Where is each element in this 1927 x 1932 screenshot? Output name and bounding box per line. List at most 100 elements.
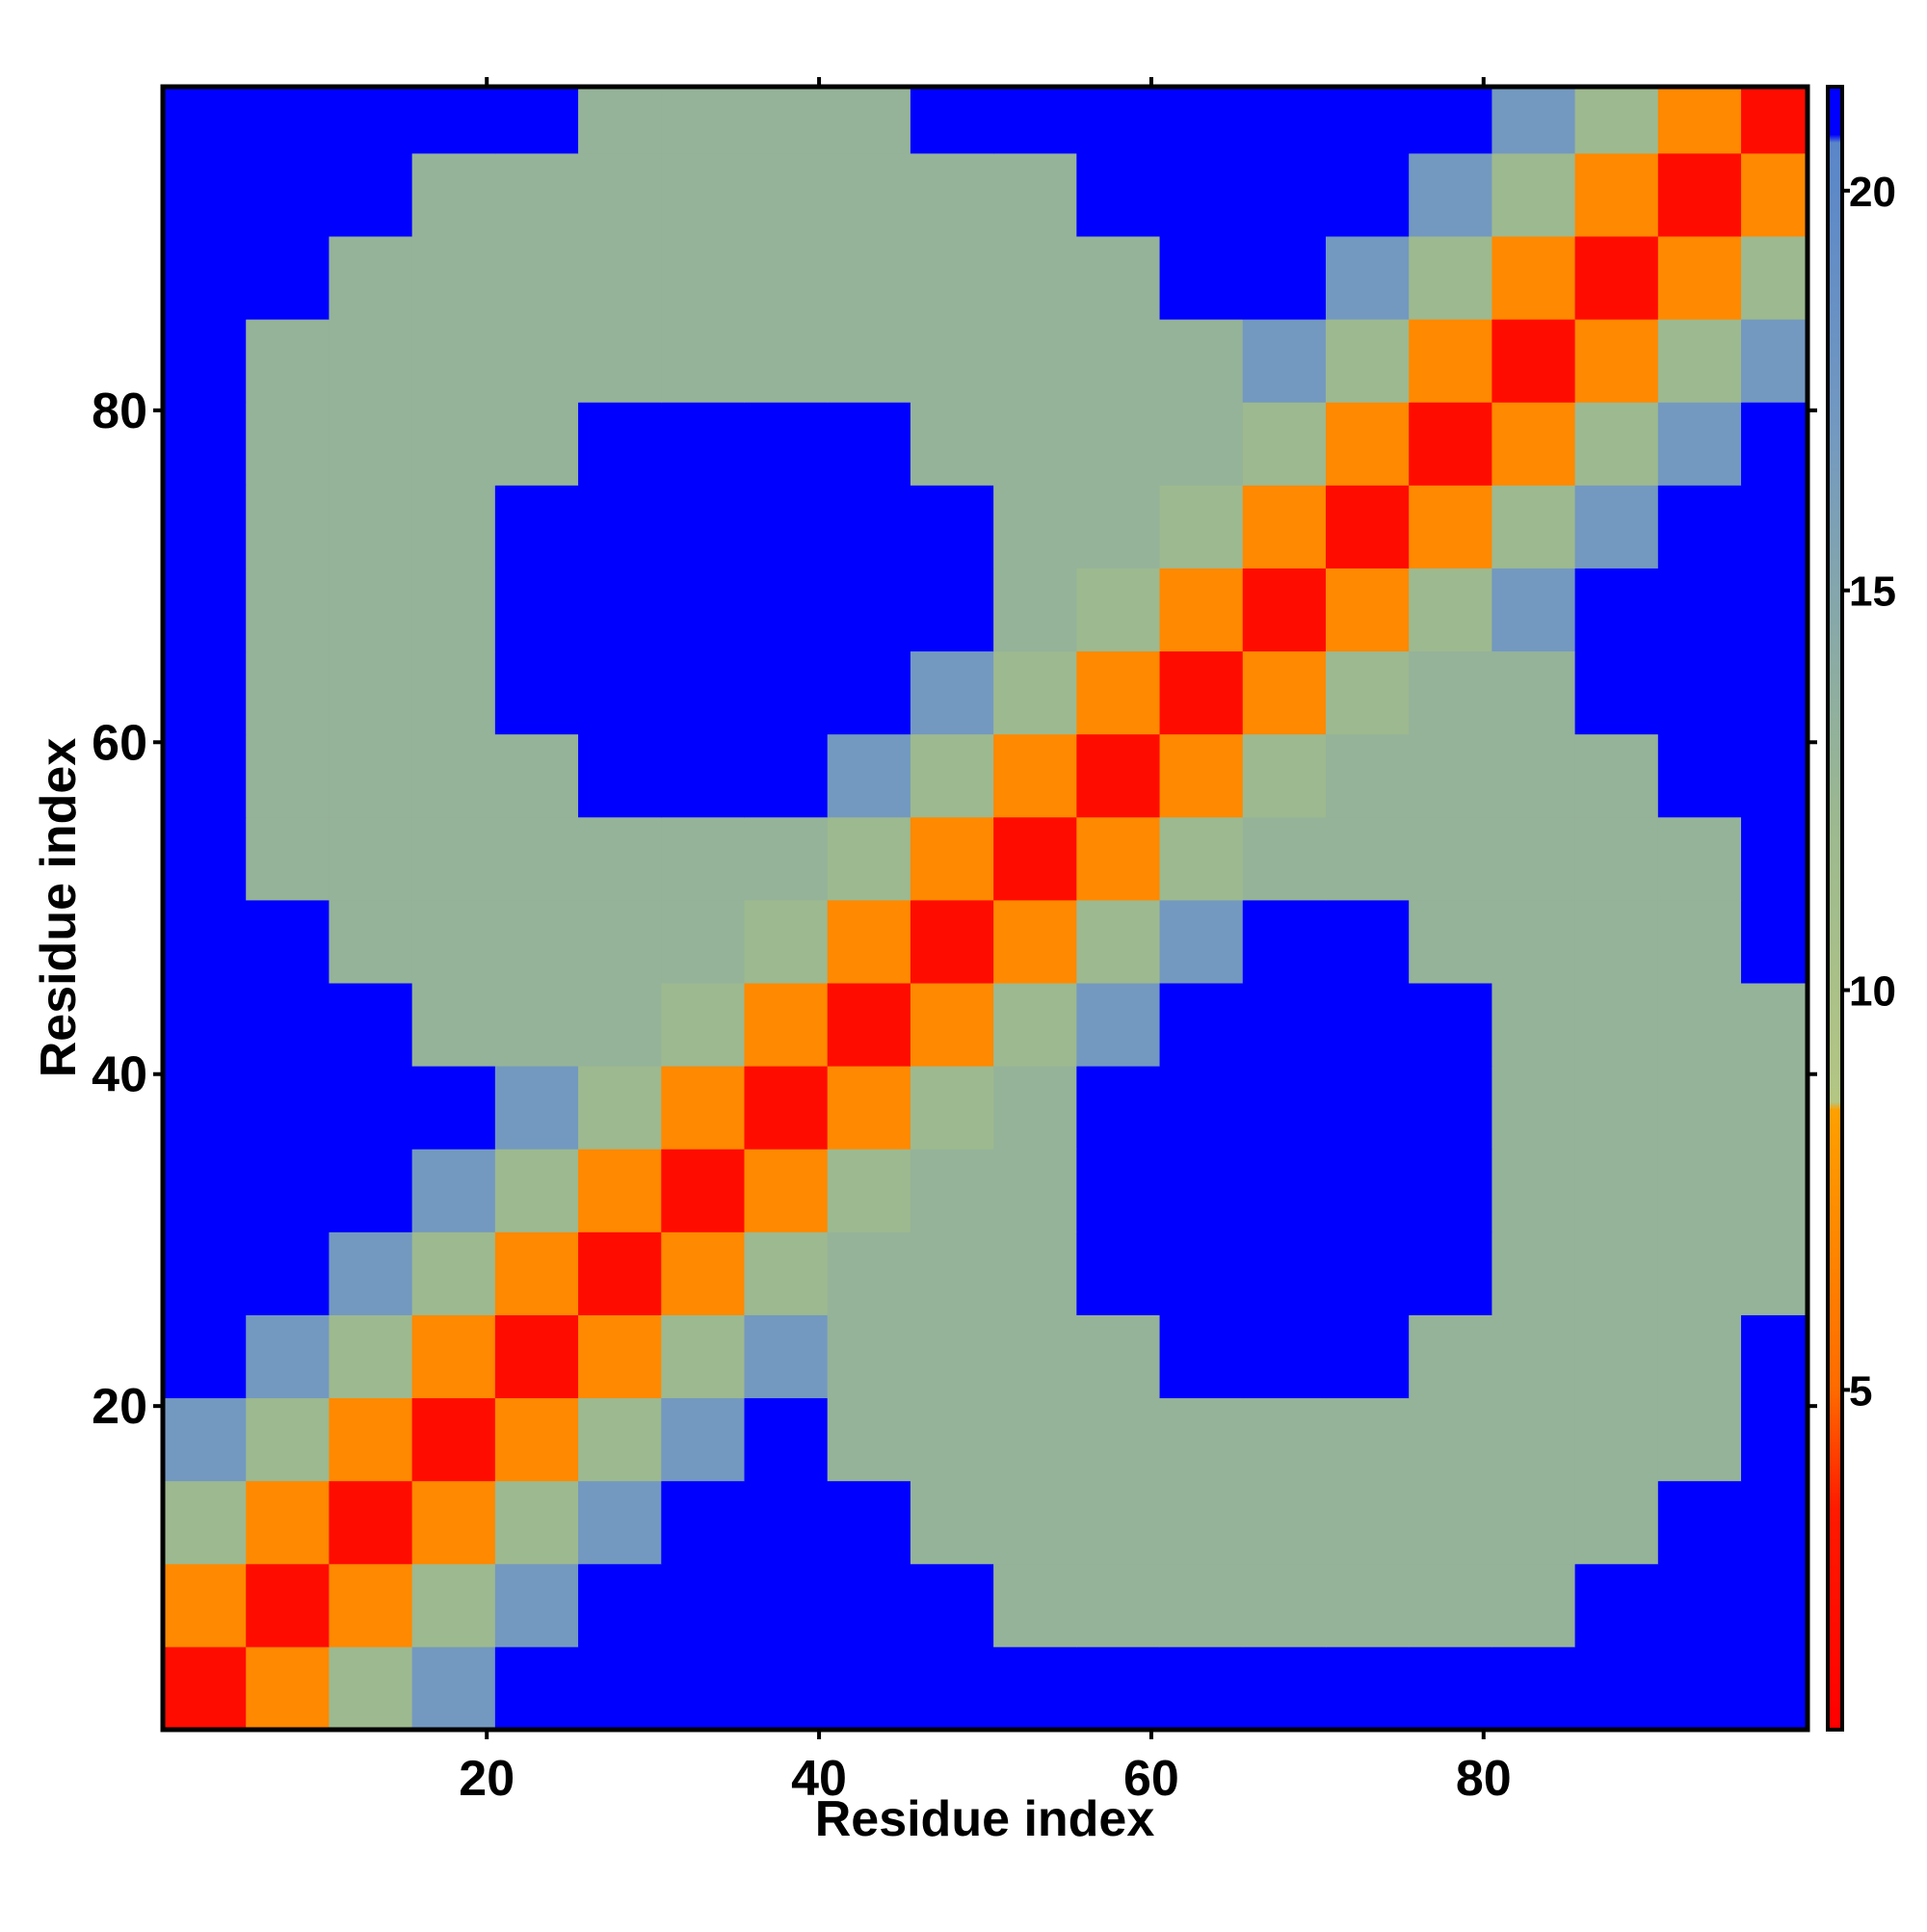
heatmap-cell: [1491, 1231, 1576, 1315]
heatmap-cell: [578, 1480, 662, 1565]
heatmap-cell: [827, 1314, 911, 1399]
heatmap-cell: [1076, 1149, 1161, 1232]
heatmap-cell: [494, 485, 579, 569]
heatmap-cell: [1076, 816, 1161, 901]
heatmap-cell: [246, 1066, 330, 1150]
heatmap-cell: [246, 899, 330, 984]
heatmap-cell: [494, 899, 579, 984]
heatmap-cell: [1657, 983, 1742, 1067]
heatmap-cell: [578, 236, 662, 320]
heatmap-cell: [827, 733, 911, 818]
heatmap-cell: [163, 402, 247, 486]
heatmap-cell: [1741, 1480, 1808, 1565]
heatmap-cell: [1325, 319, 1410, 403]
heatmap-cell: [993, 1397, 1077, 1482]
heatmap-cell: [1325, 899, 1410, 984]
heatmap-cell: [661, 816, 745, 901]
heatmap-cell: [1325, 1149, 1410, 1232]
heatmap-cell: [1741, 236, 1808, 320]
heatmap-cell: [246, 1231, 330, 1315]
heatmap-cell: [1325, 1563, 1410, 1648]
heatmap-cell: [1657, 1149, 1742, 1232]
heatmap-cell: [1242, 402, 1327, 486]
heatmap-cell: [494, 1646, 579, 1730]
heatmap-cell: [744, 485, 829, 569]
heatmap-cell: [993, 1149, 1077, 1232]
heatmap-cell: [1159, 1646, 1244, 1730]
y-tick-label: 80: [92, 384, 147, 439]
heatmap-cell: [1409, 816, 1492, 901]
colorbar-tick-label: 15: [1849, 569, 1896, 616]
heatmap-cell: [494, 1563, 579, 1648]
heatmap-cell: [1491, 568, 1576, 652]
heatmap-cell: [494, 236, 579, 320]
heatmap-cell: [744, 1646, 829, 1730]
heatmap-cell: [578, 816, 662, 901]
heatmap-cell: [1076, 733, 1161, 818]
heatmap-cell: [744, 1149, 829, 1232]
heatmap-cell: [1325, 733, 1410, 818]
heatmap-cell: [1242, 319, 1327, 403]
heatmap-cell: [1076, 319, 1161, 403]
heatmap-cell: [1076, 1563, 1161, 1648]
heatmap-cell: [1491, 650, 1576, 735]
heatmap-cell: [329, 816, 413, 901]
heatmap-cell: [1325, 87, 1410, 154]
heatmap-cell: [910, 1149, 994, 1232]
heatmap-cell: [494, 1066, 579, 1150]
heatmap-cell: [1242, 87, 1327, 154]
heatmap-cell: [827, 983, 911, 1067]
heatmap-cell: [1159, 1149, 1244, 1232]
heatmap-cell: [411, 733, 496, 818]
heatmap-cell: [827, 236, 911, 320]
heatmap-cell: [661, 983, 745, 1067]
heatmap-cell: [329, 87, 413, 154]
heatmap-cell: [827, 650, 911, 735]
heatmap-cell: [329, 1563, 413, 1648]
heatmap-cell: [827, 1231, 911, 1315]
heatmap-cell: [661, 1480, 745, 1565]
heatmap-cell: [411, 87, 496, 154]
heatmap-cell: [661, 1646, 745, 1730]
heatmap-cell: [1409, 1563, 1492, 1648]
heatmap-cell: [411, 1231, 496, 1315]
heatmap-cell: [411, 650, 496, 735]
heatmap-cell: [329, 733, 413, 818]
heatmap-cell: [993, 899, 1077, 984]
heatmap-cell: [1242, 899, 1327, 984]
heatmap-cell: [329, 319, 413, 403]
heatmap-cell: [1657, 899, 1742, 984]
heatmap-cell: [494, 402, 579, 486]
heatmap-cell: [1242, 1563, 1327, 1648]
heatmap-cell: [1741, 152, 1808, 237]
heatmap-cell: [578, 319, 662, 403]
heatmap-cell: [1741, 485, 1808, 569]
heatmap-cell: [494, 733, 579, 818]
heatmap-cell: [1159, 485, 1244, 569]
heatmap-cell: [1491, 1397, 1576, 1482]
heatmap-cell: [993, 236, 1077, 320]
heatmap-cell: [744, 319, 829, 403]
heatmap-cell: [1409, 1231, 1492, 1315]
heatmap-cell: [246, 152, 330, 237]
heatmap-cell: [494, 1149, 579, 1232]
heatmap-cell: [1409, 1066, 1492, 1150]
heatmap-cell: [1741, 402, 1808, 486]
heatmap-cell: [827, 1066, 911, 1150]
heatmap-cell: [1741, 1149, 1808, 1232]
heatmap-cell: [1076, 1314, 1161, 1399]
heatmap-cell: [1657, 236, 1742, 320]
heatmap-cell: [578, 1397, 662, 1482]
heatmap-cell: [1409, 402, 1492, 486]
heatmap-cell: [1242, 485, 1327, 569]
heatmap-cell: [1409, 899, 1492, 984]
heatmap-cell: [246, 1646, 330, 1730]
heatmap-cell: [1242, 1397, 1327, 1482]
y-tick-label: 20: [92, 1379, 147, 1435]
heatmap-cell: [1325, 1480, 1410, 1565]
heatmap-cell: [1574, 1149, 1659, 1232]
heatmap-cell: [1491, 1563, 1576, 1648]
heatmap-cell: [1076, 650, 1161, 735]
heatmap-cell: [827, 402, 911, 486]
y-tick-label: 40: [92, 1047, 147, 1103]
